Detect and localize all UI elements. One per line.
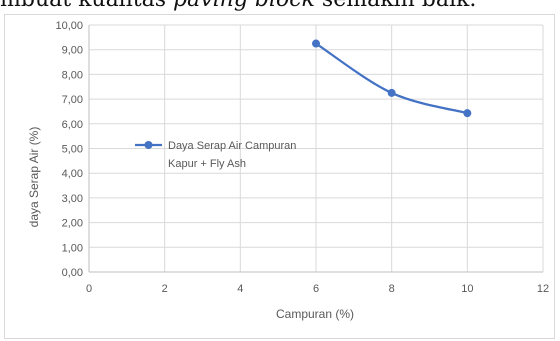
x-tick-label: 10: [461, 283, 473, 295]
x-tick-label: 0: [86, 283, 92, 295]
body-text-italic: paving block: [173, 0, 315, 12]
x-axis-title: Campuran (%): [276, 307, 354, 321]
y-tick-label: 6,00: [62, 119, 83, 131]
y-axis-title: daya Serap Air (%): [27, 127, 41, 228]
data-point: [463, 109, 472, 118]
data-point: [387, 88, 396, 97]
x-tick-label: 2: [162, 283, 168, 295]
x-tick-label: 12: [537, 283, 549, 295]
body-text-fragment: mbuat kualitas paving block semakin baik…: [0, 0, 560, 17]
x-tick-label: 6: [313, 283, 319, 295]
series: [312, 39, 472, 118]
x-tick-label: 8: [389, 283, 395, 295]
y-tick-label: 4,00: [62, 168, 83, 180]
y-tick-label: 2,00: [62, 218, 83, 230]
y-tick-label: 10,00: [55, 20, 83, 32]
chart-area: [4, 14, 555, 339]
x-tick-label: 4: [237, 283, 243, 295]
axes: 0,00 1,00 2,00 3,00 4,00 5,00 6,00 7,00 8,00 9,00…: [55, 20, 549, 295]
data-point: [312, 39, 320, 48]
y-tick-label: 0,00: [62, 267, 83, 279]
y-tick-label: 9,00: [62, 45, 83, 57]
legend-label: Kapur + Fly Ash: [168, 158, 246, 170]
y-tick-label: 5,00: [62, 144, 83, 156]
gridlines: [89, 24, 544, 272]
legend: Daya Serap Air Campuran Kapur + Fly Ash: [135, 140, 296, 170]
y-tick-label: 1,00: [62, 242, 83, 254]
y-tick-label: 8,00: [62, 69, 83, 81]
legend-marker: [144, 141, 153, 149]
y-tick-label: 7,00: [62, 94, 83, 106]
legend-label: Daya Serap Air Campuran: [168, 140, 296, 152]
body-text-before: mbuat kualitas: [0, 0, 173, 12]
body-text-after: semakin baik.: [315, 0, 476, 12]
y-tick-label: 3,00: [62, 193, 83, 205]
